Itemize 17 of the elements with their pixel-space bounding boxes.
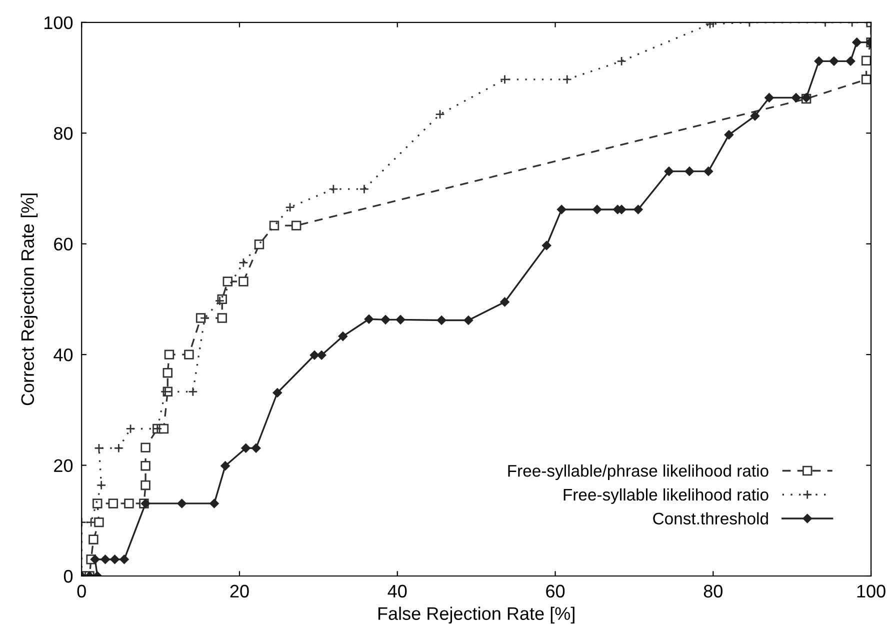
y-tick-label: 0: [64, 570, 73, 583]
x-tick-label: 80: [704, 584, 722, 598]
legend-label: Const.threshold: [653, 512, 768, 524]
x-tick-label: 40: [388, 584, 407, 598]
y-tick-label: 60: [54, 238, 73, 251]
x-tick-label: 0: [77, 584, 86, 598]
y-tick-label: 100: [44, 16, 73, 30]
x-axis-title: False Rejection Rate [%]: [378, 606, 574, 624]
y-tick-label: 40: [54, 348, 73, 362]
x-tick-label: 100: [857, 584, 886, 598]
y-tick-label: 20: [54, 459, 73, 472]
legend-label: Free-syllable/phrase likelihood ratio: [508, 464, 768, 480]
y-tick-label: 80: [54, 127, 73, 140]
y-axis-title: Correct Rejection Rate [%]: [20, 194, 38, 406]
x-tick-label: 20: [230, 584, 249, 598]
x-tick-label: 60: [546, 584, 565, 598]
legend-label: Free-syllable likelihood ratio: [564, 488, 768, 504]
